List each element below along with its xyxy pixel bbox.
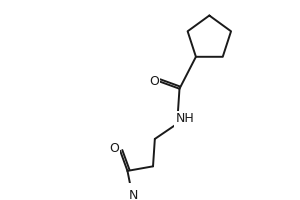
Text: N: N (129, 189, 139, 200)
Text: NH: NH (176, 112, 194, 125)
Text: O: O (149, 75, 159, 88)
Text: O: O (109, 142, 119, 155)
